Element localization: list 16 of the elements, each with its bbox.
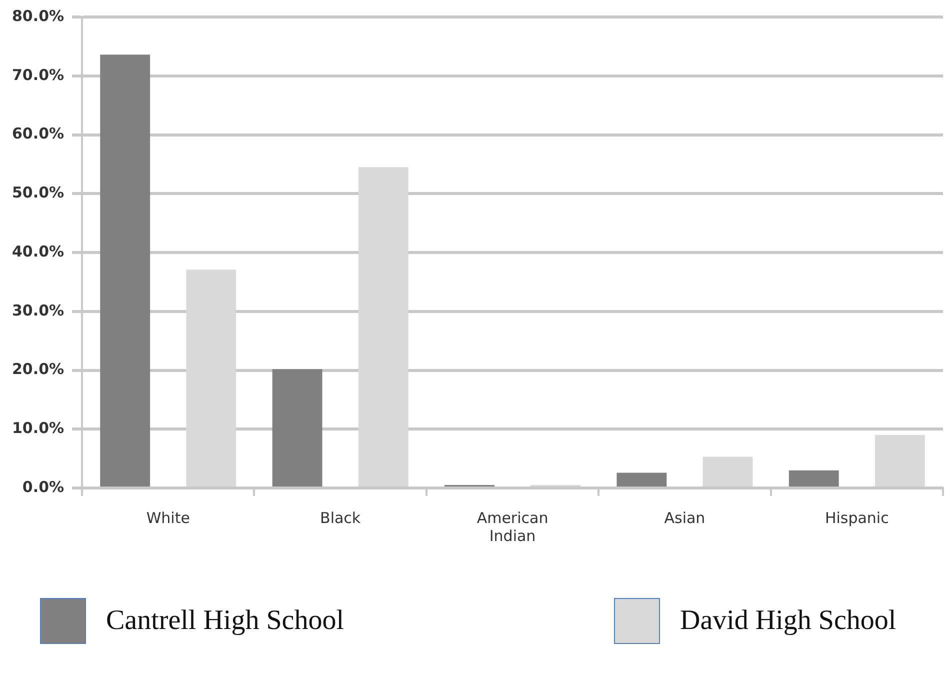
y-tick-label: 70.0% [12, 66, 64, 84]
y-tick-label: 30.0% [12, 301, 64, 320]
y-tick-label: 0.0% [22, 478, 64, 496]
x-tick-label: Black [320, 508, 361, 527]
y-tick-label: 40.0% [12, 242, 64, 260]
y-tick-label: 20.0% [12, 360, 64, 378]
legend-label: David High School [680, 605, 896, 637]
y-tick-label: 50.0% [12, 184, 64, 202]
x-tick-label: American Indian [476, 508, 548, 545]
x-tick-label: Asian [664, 508, 706, 527]
y-tick-label: 80.0% [12, 6, 64, 25]
y-tick-label: 10.0% [12, 419, 64, 438]
legend-label: Cantrell High School [106, 605, 344, 637]
x-tick-label: White [146, 508, 190, 527]
x-tick-label: Hispanic [824, 508, 889, 527]
y-tick-label: 60.0% [12, 124, 64, 143]
